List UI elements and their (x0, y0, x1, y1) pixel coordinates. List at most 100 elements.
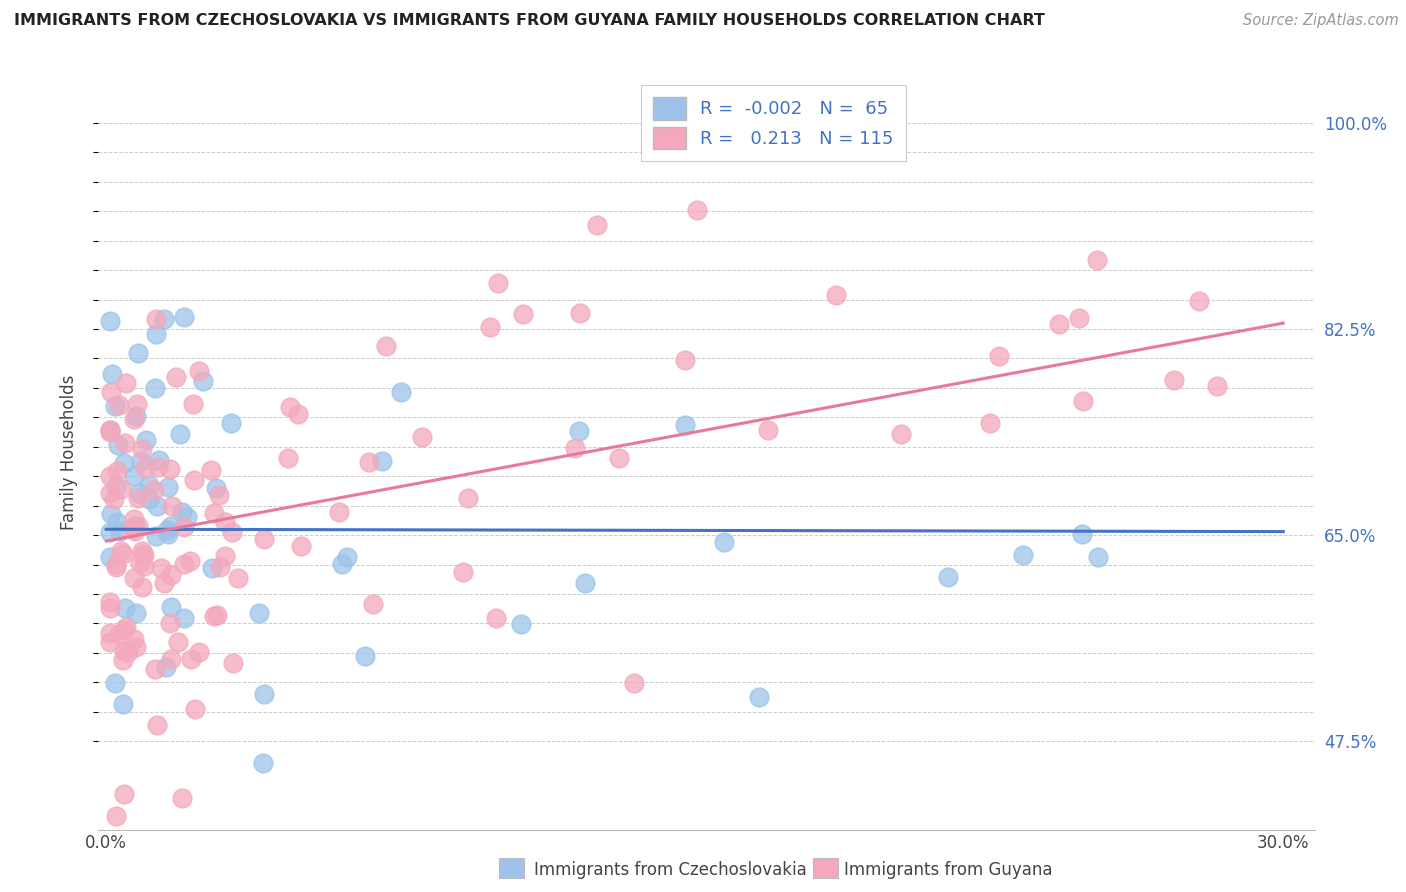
Point (104, 559, 127, 574)
Point (98, 595, 121, 609)
Point (1067, 310, 1090, 325)
Point (138, 478, 160, 492)
Point (173, 611, 195, 625)
Point (979, 417, 1001, 431)
Point (125, 640, 148, 654)
Point (252, 687, 274, 701)
Point (181, 397, 204, 411)
Point (103, 491, 125, 506)
Point (457, 491, 479, 505)
Point (564, 441, 586, 455)
Point (112, 787, 135, 801)
Point (183, 473, 205, 487)
Point (202, 609, 225, 624)
Point (98, 549, 121, 564)
Point (112, 623, 135, 637)
Point (486, 276, 509, 290)
Point (138, 491, 160, 506)
Point (110, 524, 132, 539)
Point (104, 399, 127, 413)
Point (110, 482, 132, 496)
Point (371, 454, 394, 468)
Point (98, 469, 121, 483)
Point (105, 516, 128, 530)
Point (173, 557, 195, 571)
Point (122, 512, 145, 526)
Point (167, 635, 190, 649)
Point (253, 532, 276, 546)
Point (214, 549, 236, 564)
Point (100, 368, 122, 382)
Point (127, 397, 149, 411)
Point (153, 312, 176, 326)
Point (160, 652, 183, 666)
Point (122, 469, 145, 483)
Point (122, 632, 145, 647)
Point (205, 607, 228, 622)
Point (191, 374, 214, 388)
Point (252, 756, 274, 770)
Point (127, 346, 149, 360)
Point (221, 656, 243, 670)
Point (336, 549, 359, 564)
Point (825, 288, 848, 302)
Point (100, 507, 122, 521)
Point (205, 481, 228, 495)
Point (107, 438, 129, 452)
Point (104, 809, 127, 823)
Point (159, 615, 181, 630)
Point (114, 601, 136, 615)
Point (201, 561, 224, 575)
Point (98, 601, 121, 615)
Point (155, 659, 177, 673)
Point (159, 568, 181, 582)
Point (179, 554, 201, 568)
Point (165, 369, 187, 384)
Point (131, 543, 153, 558)
Point (389, 384, 412, 399)
Point (208, 560, 231, 574)
Point (278, 401, 301, 415)
Point (100, 385, 122, 400)
Point (142, 483, 165, 497)
Point (152, 575, 174, 590)
Point (172, 791, 194, 805)
Point (112, 644, 135, 658)
Point (98, 524, 121, 539)
Point (122, 411, 145, 425)
Text: Source: ZipAtlas.com: Source: ZipAtlas.com (1243, 13, 1399, 29)
Text: Immigrants from Czechoslovakia: Immigrants from Czechoslovakia (534, 861, 807, 879)
Point (135, 434, 157, 448)
Point (112, 548, 135, 562)
Point (290, 539, 312, 553)
Point (127, 518, 149, 533)
Point (673, 352, 696, 367)
Point (160, 518, 183, 533)
Point (110, 543, 132, 558)
Point (208, 488, 231, 502)
Point (104, 676, 127, 690)
Point (673, 417, 696, 432)
Point (145, 327, 167, 342)
Point (134, 460, 156, 475)
Point (214, 515, 236, 529)
Point (143, 381, 166, 395)
Point (128, 556, 150, 570)
Point (122, 571, 145, 585)
Point (146, 718, 169, 732)
Point (112, 456, 135, 470)
Point (287, 407, 309, 421)
Point (108, 627, 131, 641)
Point (510, 617, 533, 632)
Point (114, 436, 136, 450)
Point (98, 425, 121, 439)
Point (200, 463, 222, 477)
Point (105, 464, 128, 478)
Point (568, 424, 591, 438)
Point (756, 423, 779, 437)
Text: IMMIGRANTS FROM CZECHOSLOVAKIA VS IMMIGRANTS FROM GUYANA FAMILY HOUSEHOLDS CORRE: IMMIGRANTS FROM CZECHOSLOVAKIA VS IMMIGR… (14, 13, 1045, 29)
Point (411, 430, 433, 444)
Point (1047, 318, 1070, 332)
Point (112, 653, 135, 667)
Legend: R =  -0.002   N =  65, R =   0.213   N = 115: R = -0.002 N = 65, R = 0.213 N = 115 (641, 85, 907, 161)
